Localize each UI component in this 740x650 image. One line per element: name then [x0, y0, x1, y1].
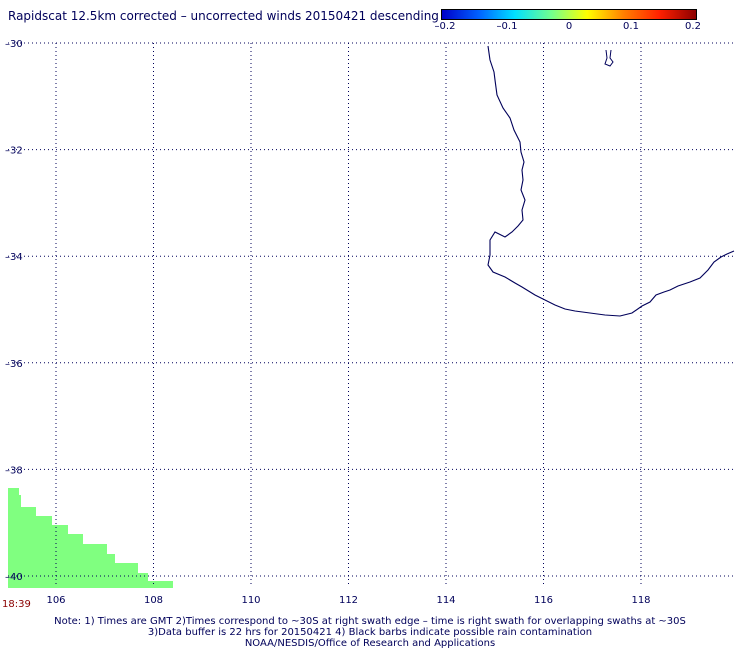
swath-segment [115, 563, 138, 588]
colorbar-tick-label: 0 [565, 21, 573, 32]
coastline-southwest-australia [487, 45, 735, 317]
swath-segment [68, 534, 83, 588]
latitude-label: –38 [5, 465, 23, 476]
swath-coverage [8, 488, 173, 588]
colorbar-tick-label: 0.1 [623, 21, 639, 32]
map-title: Rapidscat 12.5km corrected – uncorrected… [8, 9, 439, 23]
swath-segment [83, 544, 107, 588]
colorbar-tick-label: 0.2 [685, 21, 701, 32]
swath-segment [52, 525, 68, 588]
latitude-label: –34 [5, 252, 23, 263]
footnote-line-1: Note: 1) Times are GMT 2)Times correspon… [54, 616, 686, 627]
latitude-label: –40 [5, 572, 23, 583]
swath-time-label: 18:39 [2, 599, 31, 610]
latitude-label: –36 [5, 359, 23, 370]
lat-lon-grid [8, 42, 734, 585]
swath-segment [148, 581, 173, 588]
colorbar-tick-label: –0.1 [496, 21, 518, 32]
colorbar [441, 9, 697, 20]
longitude-label: 108 [144, 595, 163, 606]
swath-segment [107, 554, 115, 588]
longitude-label: 112 [339, 595, 358, 606]
swath-segment [138, 573, 148, 588]
longitude-label: 110 [241, 595, 260, 606]
longitude-label: 106 [46, 595, 65, 606]
longitude-label: 118 [631, 595, 650, 606]
latitude-label: –32 [5, 146, 23, 157]
longitude-label: 114 [436, 595, 455, 606]
swath-segment [21, 507, 36, 588]
swath-segment [11, 495, 21, 588]
longitude-label: 116 [534, 595, 553, 606]
island-rottnest [604, 49, 614, 67]
colorbar-tick-label: –0.2 [434, 21, 456, 32]
axis-labels: 106 108 110 112 114 116 118 –30 –32 –34 –36 –38 –40 [5, 39, 651, 606]
footnote-line-2: 3)Data buffer is 22 hrs for 20150421 4) … [147, 627, 593, 638]
latitude-label: –30 [5, 39, 23, 50]
swath-segment [36, 516, 52, 588]
footnote-line-3: NOAA/NESDIS/Office of Research and Appli… [244, 638, 496, 649]
